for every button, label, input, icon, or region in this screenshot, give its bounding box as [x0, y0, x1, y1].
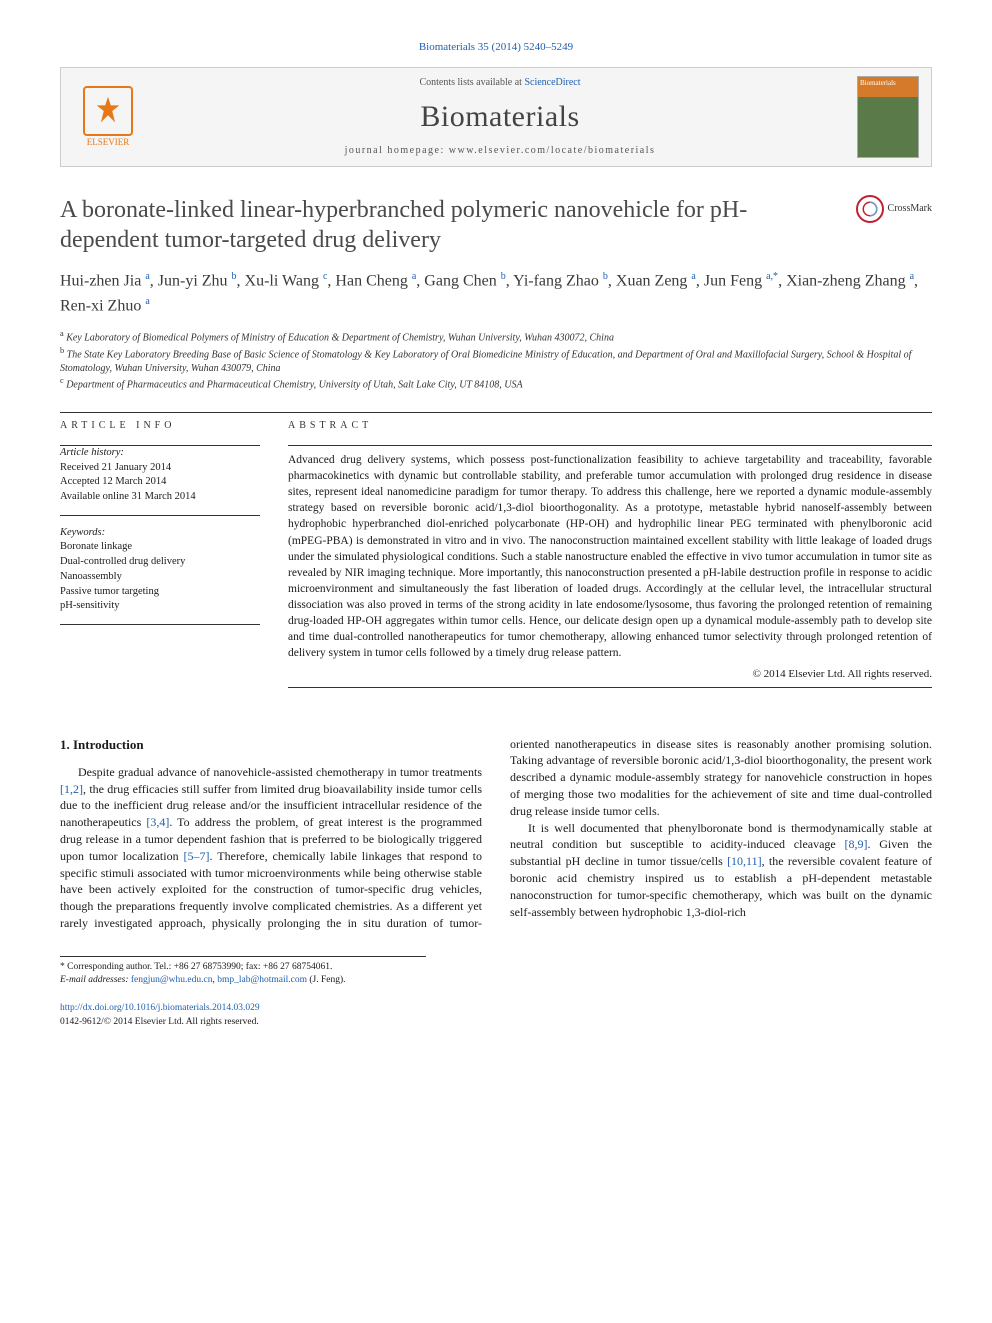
email-link-1[interactable]: fengjun@whu.edu.cn [131, 975, 213, 985]
abstract-text: Advanced drug delivery systems, which po… [288, 452, 932, 661]
abstract-copyright: © 2014 Elsevier Ltd. All rights reserved… [288, 667, 932, 682]
citation-line: Biomaterials 35 (2014) 5240–5249 [60, 40, 932, 55]
journal-cover-thumbnail[interactable]: Biomaterials [857, 76, 919, 158]
keyword: Passive tumor targeting [60, 585, 260, 600]
journal-homepage-line: journal homepage: www.elsevier.com/locat… [143, 144, 857, 158]
received-date: Received 21 January 2014 [60, 461, 260, 476]
article-body: 1. Introduction Despite gradual advance … [60, 736, 932, 932]
doi-link[interactable]: http://dx.doi.org/10.1016/j.biomaterials… [60, 1003, 260, 1013]
author-list: Hui-zhen Jia a, Jun-yi Zhu b, Xu-li Wang… [60, 269, 932, 318]
page-footer: http://dx.doi.org/10.1016/j.biomaterials… [60, 998, 932, 1029]
keywords-heading: Keywords: [60, 526, 260, 541]
article-history: Article history: Received 21 January 201… [60, 446, 260, 516]
affiliation-line: c Department of Pharmaceutics and Pharma… [60, 375, 932, 392]
elsevier-tree-icon [83, 86, 133, 136]
divider [288, 445, 932, 446]
contents-prefix: Contents lists available at [419, 77, 524, 88]
homepage-prefix: journal homepage: [345, 145, 449, 156]
issn-copyright: 0142-9612/© 2014 Elsevier Ltd. All right… [60, 1017, 259, 1027]
crossmark-label: CrossMark [888, 202, 932, 216]
keywords-block: Keywords: Boronate linkageDual-controlle… [60, 526, 260, 625]
citation-link[interactable]: [8,9] [845, 837, 868, 851]
homepage-url[interactable]: www.elsevier.com/locate/biomaterials [449, 145, 656, 156]
email-attribution: (J. Feng). [307, 975, 346, 985]
publisher-name: ELSEVIER [87, 136, 130, 149]
publisher-logo[interactable]: ELSEVIER [73, 77, 143, 157]
article-title: A boronate-linked linear-hyperbranched p… [60, 195, 836, 255]
keyword: Nanoassembly [60, 570, 260, 585]
citation-link[interactable]: [5–7] [184, 849, 210, 863]
keyword: pH-sensitivity [60, 599, 260, 614]
article-info-column: ARTICLE INFO Article history: Received 2… [60, 419, 260, 688]
body-text: Despite gradual advance of nanovehicle-a… [78, 765, 482, 779]
citation-link[interactable]: [1,2] [60, 782, 83, 796]
crossmark-icon [856, 195, 884, 223]
keyword: Dual-controlled drug delivery [60, 555, 260, 570]
abstract-column: ABSTRACT Advanced drug delivery systems,… [288, 419, 932, 688]
citation-link[interactable]: [3,4] [146, 815, 169, 829]
section-heading-intro: 1. Introduction [60, 736, 482, 754]
journal-name: Biomaterials [143, 96, 857, 138]
corresponding-author-footnote: * Corresponding author. Tel.: +86 27 687… [60, 956, 426, 987]
accepted-date: Accepted 12 March 2014 [60, 475, 260, 490]
divider [288, 687, 932, 688]
crossmark-badge[interactable]: CrossMark [856, 195, 932, 223]
divider [60, 412, 932, 413]
article-info-label: ARTICLE INFO [60, 419, 260, 433]
intro-paragraph-2: It is well documented that phenylboronat… [510, 820, 932, 921]
affiliation-line: b The State Key Laboratory Breeding Base… [60, 345, 932, 375]
online-date: Available online 31 March 2014 [60, 490, 260, 505]
email-link-2[interactable]: bmp_lab@hotmail.com [217, 975, 307, 985]
contents-available-line: Contents lists available at ScienceDirec… [143, 76, 857, 90]
history-heading: Article history: [60, 446, 260, 461]
citation-link[interactable]: [10,11] [727, 854, 762, 868]
email-label: E-mail addresses: [60, 975, 131, 985]
affiliation-line: a Key Laboratory of Biomedical Polymers … [60, 328, 932, 345]
keyword: Boronate linkage [60, 540, 260, 555]
abstract-label: ABSTRACT [288, 419, 932, 433]
affiliations: a Key Laboratory of Biomedical Polymers … [60, 328, 932, 392]
corr-author-line: * Corresponding author. Tel.: +86 27 687… [60, 961, 426, 974]
journal-masthead: ELSEVIER Contents lists available at Sci… [60, 67, 932, 167]
sciencedirect-link[interactable]: ScienceDirect [524, 77, 580, 88]
